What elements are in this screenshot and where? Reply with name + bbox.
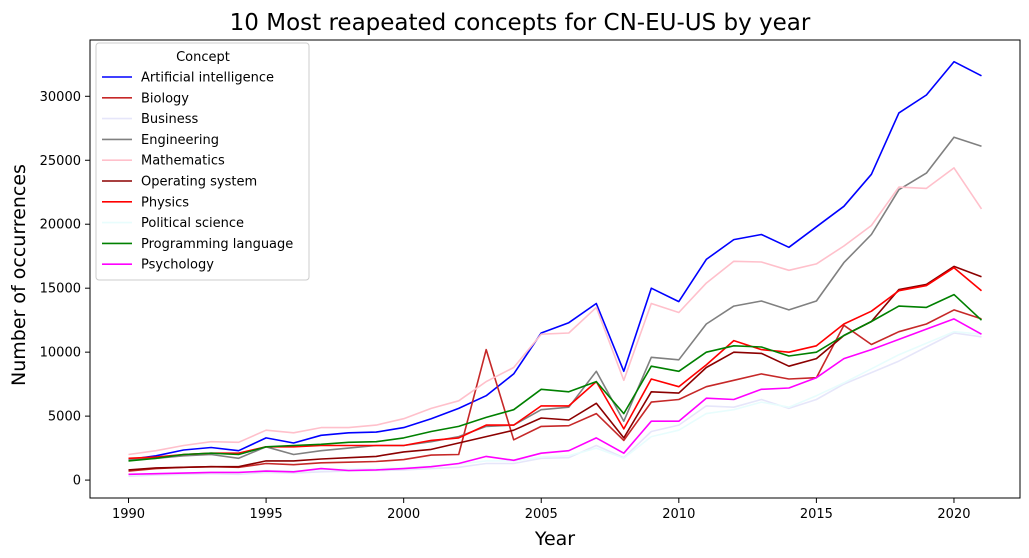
legend-label-biology: Biology xyxy=(141,91,189,106)
y-axis-label: Number of occurrences xyxy=(8,164,30,386)
series-line-artificial-intelligence xyxy=(128,60,982,461)
x-tick-label: 2010 xyxy=(662,507,695,522)
y-tick-label: 25000 xyxy=(40,154,81,169)
x-tick-label: 2000 xyxy=(387,507,420,522)
series-line-biology xyxy=(128,309,982,472)
y-tick-label: 10000 xyxy=(40,346,81,361)
series-line-engineering xyxy=(128,136,982,461)
legend-label-programming-language: Programming language xyxy=(141,237,293,252)
legend-label-physics: Physics xyxy=(141,195,189,210)
legend-label-political-science: Political science xyxy=(141,216,244,231)
series-line-operating-system xyxy=(128,265,982,471)
y-axis: 0 5000 10000 15000 20000 25000 30000 xyxy=(40,90,90,489)
legend-label-mathematics: Mathematics xyxy=(141,154,225,169)
x-tick-label: 2015 xyxy=(800,507,833,522)
y-tick-label: 20000 xyxy=(40,218,81,233)
plot-frame xyxy=(89,39,1021,499)
x-tick-label: 2020 xyxy=(937,507,970,522)
x-tick-label: 1990 xyxy=(112,507,145,522)
series-line-psychology xyxy=(128,318,982,476)
legend-label-engineering: Engineering xyxy=(141,133,219,148)
legend: Concept Artificial intelligence Biology Bu… xyxy=(95,42,310,281)
legend-label-business: Business xyxy=(141,112,199,127)
legend-label-operating-system: Operating system xyxy=(141,175,257,190)
legend-label-psychology: Psychology xyxy=(141,258,214,273)
legend-items: Artificial intelligence Biology Business En… xyxy=(102,71,293,273)
series-line-mathematics xyxy=(128,167,983,456)
y-tick-label: 5000 xyxy=(48,410,81,425)
y-tick-label: 0 xyxy=(73,474,81,489)
legend-box xyxy=(95,42,310,281)
y-tick-label: 30000 xyxy=(40,90,81,105)
legend-label-artificial-intelligence: Artificial intelligence xyxy=(141,71,274,86)
series-line-political-science xyxy=(128,330,982,476)
x-tick-label: 2005 xyxy=(525,507,558,522)
series-layer xyxy=(128,60,983,478)
chart-title: 10 Most reapeated concepts for CN-EU-US … xyxy=(230,10,811,36)
x-axis: 1990 1995 2000 2005 2010 2015 2020 xyxy=(112,498,971,522)
series-line-business xyxy=(128,332,982,478)
legend-title: Concept xyxy=(176,50,230,65)
x-axis-label: Year xyxy=(534,528,575,550)
x-tick-label: 1995 xyxy=(250,507,283,522)
series-line-programming-language xyxy=(128,293,983,462)
series-line-physics xyxy=(128,266,983,460)
y-tick-label: 15000 xyxy=(40,282,81,297)
